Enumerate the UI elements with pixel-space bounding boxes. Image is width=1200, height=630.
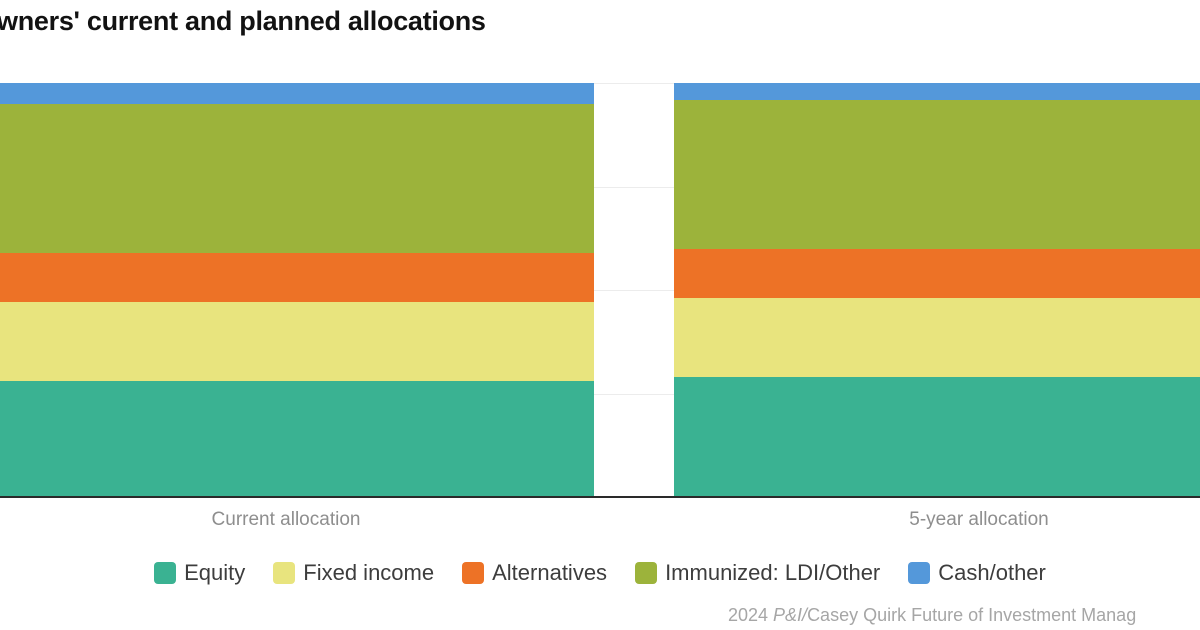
chart-title: wners' current and planned allocations xyxy=(0,6,486,36)
bar-segment-current-allocation-cash-other xyxy=(0,83,594,104)
legend-swatch-equity xyxy=(154,562,177,584)
legend-swatch-immunized-ldi-other xyxy=(635,562,658,584)
legend-item-cash-other: Cash/other xyxy=(908,560,1046,586)
bar-current-allocation xyxy=(0,83,594,497)
bar-segment-current-allocation-fixed-income xyxy=(0,302,594,382)
legend-label-fixed-income: Fixed income xyxy=(303,560,435,585)
plot-area xyxy=(0,83,1200,498)
x-axis-line xyxy=(0,496,1200,498)
source-credit-year: 2024 xyxy=(728,605,774,625)
legend-swatch-alternatives xyxy=(462,562,485,584)
bar-segment-current-allocation-immunized-ldi-other xyxy=(0,103,594,253)
legend-item-immunized-ldi-other: Immunized: LDI/Other xyxy=(635,560,880,586)
bar-segment-5-year-allocation-fixed-income xyxy=(674,298,1200,377)
legend-label-immunized-ldi-other: Immunized: LDI/Other xyxy=(665,560,881,585)
legend-item-alternatives: Alternatives xyxy=(462,560,607,586)
bar-segment-5-year-allocation-immunized-ldi-other xyxy=(674,99,1200,249)
source-credit-publication: P&I/ xyxy=(773,605,808,625)
legend-swatch-fixed-income xyxy=(273,562,296,584)
axis-label-current-allocation: Current allocation xyxy=(211,509,361,530)
legend-label-equity: Equity xyxy=(184,560,246,585)
gridline-50-percent xyxy=(0,290,1200,291)
gridline-25-percent xyxy=(0,393,1200,395)
source-credit-report: Casey Quirk Future of Investment Manag xyxy=(807,605,1137,625)
bar-segment-5-year-allocation-equity xyxy=(674,376,1200,497)
source-credit: 2024 P&I/Casey Quirk Future of Investmen… xyxy=(728,605,1136,626)
gridline-100-percent xyxy=(0,83,1200,84)
axis-label-5-year-allocation: 5-year allocation xyxy=(909,509,1049,530)
legend-swatch-cash-other xyxy=(908,562,931,584)
bar-segment-5-year-allocation-alternatives xyxy=(674,248,1200,299)
legend-label-cash-other: Cash/other xyxy=(938,560,1046,585)
legend-item-equity: Equity xyxy=(154,560,245,586)
gridline-75-percent xyxy=(0,186,1200,188)
legend: Equity Fixed income Alternatives Immunized:… xyxy=(0,560,1200,586)
bar-segment-current-allocation-equity xyxy=(0,381,594,497)
bar-5-year-allocation xyxy=(674,83,1200,497)
bar-segment-current-allocation-alternatives xyxy=(0,252,594,303)
legend-item-fixed-income: Fixed income xyxy=(273,560,434,586)
bar-segment-5-year-allocation-cash-other xyxy=(674,83,1200,100)
legend-label-alternatives: Alternatives xyxy=(492,560,608,585)
